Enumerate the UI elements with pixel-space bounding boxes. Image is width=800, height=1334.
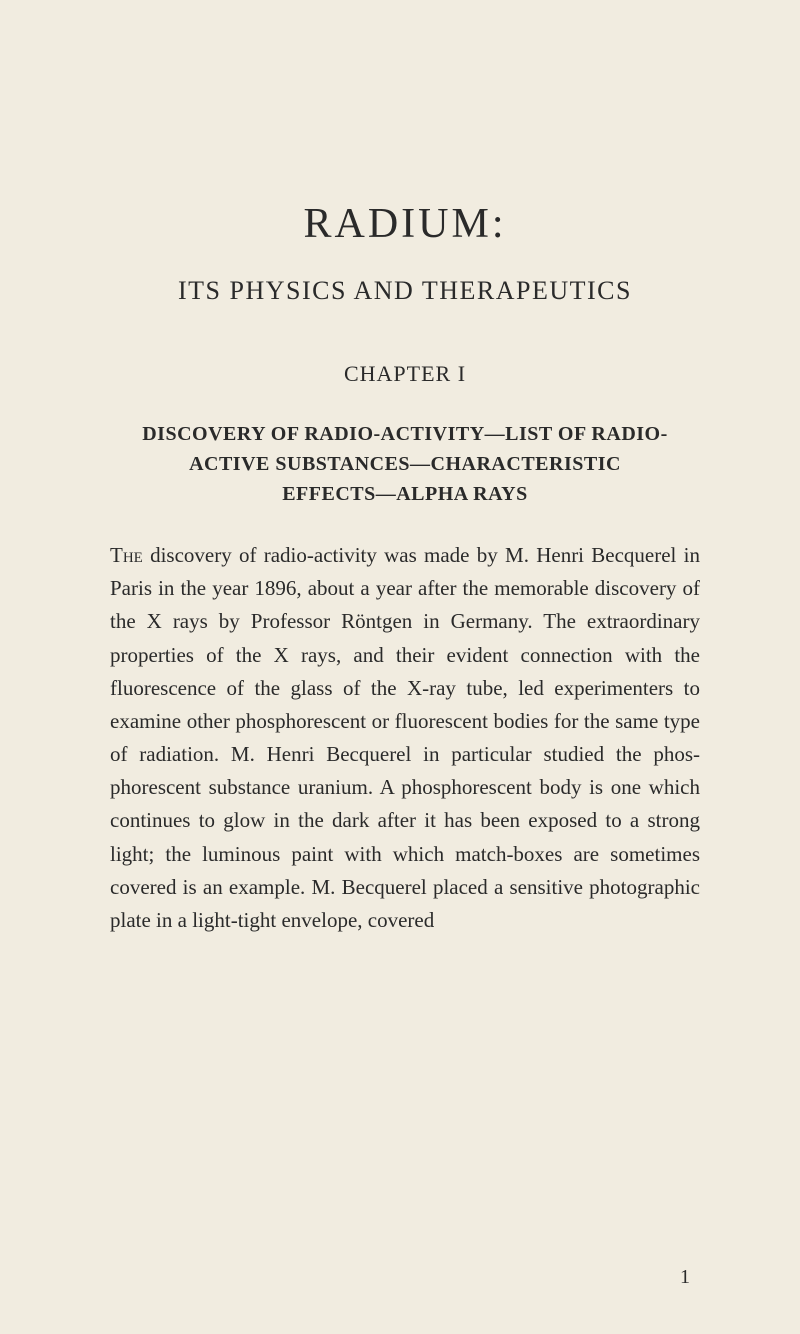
chapter-heading: CHAPTER I (110, 361, 700, 387)
body-first-word: The (110, 543, 143, 567)
section-heading: DISCOVERY OF RADIO-ACTIVITY—LIST OF RADI… (110, 419, 700, 509)
body-rest: discovery of radio-activity was made by … (110, 543, 700, 932)
body-paragraph: The discovery of radio-activity was made… (110, 539, 700, 937)
page-number: 1 (680, 1266, 690, 1289)
book-title: RADIUM: (110, 200, 700, 248)
book-subtitle: ITS PHYSICS AND THERAPEUTICS (110, 276, 700, 306)
